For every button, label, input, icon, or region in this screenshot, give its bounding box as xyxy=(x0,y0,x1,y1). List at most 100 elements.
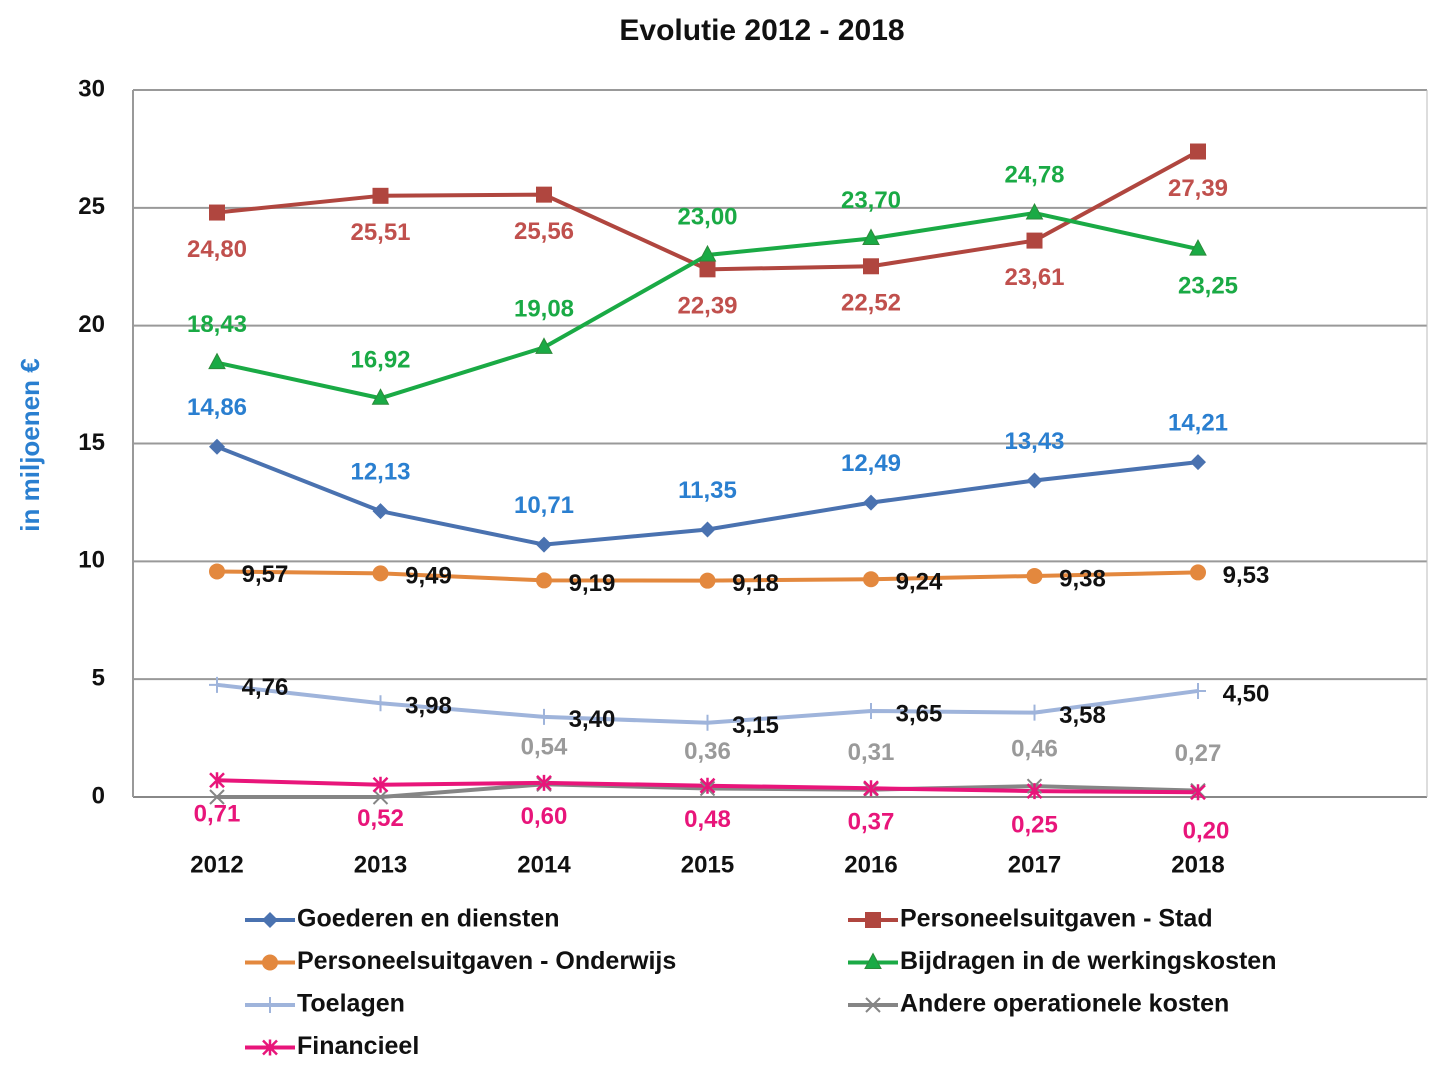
series-marker xyxy=(699,261,716,278)
series-marker xyxy=(1026,783,1043,800)
series-marker xyxy=(372,776,389,793)
data-label: 0,37 xyxy=(848,809,895,836)
y-tick-label: 10 xyxy=(78,547,105,574)
data-label: 27,39 xyxy=(1168,175,1228,202)
legend-marker xyxy=(262,954,278,971)
x-tick-label: 2015 xyxy=(681,851,734,878)
data-label: 14,21 xyxy=(1168,409,1228,436)
y-tick-label: 0 xyxy=(92,782,105,809)
series-marker xyxy=(1190,784,1206,801)
data-label: 4,50 xyxy=(1223,680,1270,707)
series-marker xyxy=(1026,567,1043,584)
data-label: 9,24 xyxy=(896,569,943,596)
series-marker xyxy=(863,702,879,719)
chart-title: Evolutie 2012 - 2018 xyxy=(619,14,904,47)
data-label: 22,39 xyxy=(677,293,737,320)
series-marker xyxy=(1189,239,1207,256)
data-label: 16,92 xyxy=(350,347,410,374)
data-label: 23,00 xyxy=(677,203,737,230)
data-label: 0,71 xyxy=(194,801,241,828)
legend-label: Personeelsuitgaven - Onderwijs xyxy=(297,947,676,975)
x-tick-label: 2018 xyxy=(1171,851,1224,878)
y-tick-label: 25 xyxy=(78,193,105,220)
series-marker xyxy=(536,708,552,725)
series-marker xyxy=(699,714,716,731)
legend-label: Bijdragen in de werkingskosten xyxy=(900,947,1276,975)
data-label: 4,76 xyxy=(242,674,289,701)
data-label: 0,54 xyxy=(521,734,568,761)
series-marker xyxy=(699,572,716,589)
series-marker xyxy=(372,565,389,582)
legend-marker xyxy=(864,952,882,969)
data-label: 10,71 xyxy=(514,492,574,519)
data-label: 0,52 xyxy=(357,805,404,832)
data-label: 11,35 xyxy=(678,477,737,504)
series-marker xyxy=(372,503,389,520)
data-label: 3,98 xyxy=(405,693,452,720)
data-label: 23,25 xyxy=(1178,272,1238,299)
series-marker xyxy=(536,536,552,553)
series-marker xyxy=(1190,564,1206,581)
data-label: 23,70 xyxy=(841,187,901,214)
legend-marker xyxy=(262,912,278,928)
data-label: 0,36 xyxy=(684,738,731,765)
legend-marker xyxy=(865,997,881,1013)
data-label: 9,18 xyxy=(732,570,779,597)
series-marker xyxy=(209,772,225,789)
legend-label: Goederen en diensten xyxy=(297,905,560,933)
legend-marker xyxy=(262,1039,278,1056)
data-label: 3,58 xyxy=(1059,702,1106,729)
series-marker xyxy=(698,244,717,262)
data-label: 0,48 xyxy=(684,806,731,833)
series-marker xyxy=(535,337,553,354)
series-marker xyxy=(372,789,389,805)
series-marker xyxy=(1026,704,1043,721)
series-marker xyxy=(1190,454,1206,471)
x-tick-label: 2016 xyxy=(844,851,897,878)
data-label: 19,08 xyxy=(514,296,574,323)
data-label: 25,56 xyxy=(514,218,574,245)
series-marker xyxy=(536,774,552,791)
series-marker xyxy=(536,186,552,203)
x-tick-label: 2017 xyxy=(1008,851,1061,878)
data-label: 9,57 xyxy=(242,561,289,588)
series-marker xyxy=(863,571,879,588)
data-label: 18,43 xyxy=(187,311,247,338)
data-label: 14,86 xyxy=(187,394,247,421)
y-axis-label: in miljoenen € xyxy=(15,358,45,531)
series-marker xyxy=(536,572,552,589)
x-tick-label: 2013 xyxy=(354,851,407,878)
series-marker xyxy=(208,352,226,370)
series-marker xyxy=(209,438,225,455)
data-label: 3,40 xyxy=(569,706,616,733)
data-label: 0,25 xyxy=(1011,811,1058,838)
legend-label: Financieel xyxy=(297,1032,419,1060)
y-tick-label: 30 xyxy=(78,75,105,102)
series-marker xyxy=(863,494,879,511)
data-label: 13,43 xyxy=(1004,428,1064,455)
legend-marker xyxy=(262,997,278,1013)
data-label: 23,61 xyxy=(1004,264,1064,291)
data-label: 9,38 xyxy=(1059,565,1106,592)
data-label: 12,49 xyxy=(841,450,901,477)
data-label: 9,19 xyxy=(569,570,616,597)
data-label: 0,60 xyxy=(521,803,568,830)
data-label: 25,51 xyxy=(350,219,410,246)
data-label: 12,13 xyxy=(350,458,410,485)
series-marker xyxy=(863,258,879,275)
data-label: 3,15 xyxy=(732,712,779,739)
legend-marker xyxy=(865,912,881,928)
series-marker xyxy=(209,204,225,221)
legend-label: Personeelsuitgaven - Stad xyxy=(900,905,1213,933)
x-tick-label: 2012 xyxy=(190,851,243,878)
series-marker xyxy=(209,676,225,693)
series-marker xyxy=(371,388,390,405)
series-marker xyxy=(699,521,716,538)
series-marker xyxy=(372,695,389,712)
data-label: 24,80 xyxy=(187,236,247,263)
series-marker xyxy=(862,228,880,245)
data-label: 0,20 xyxy=(1183,818,1230,845)
data-label: 22,52 xyxy=(841,290,901,317)
series-marker xyxy=(1026,232,1043,249)
